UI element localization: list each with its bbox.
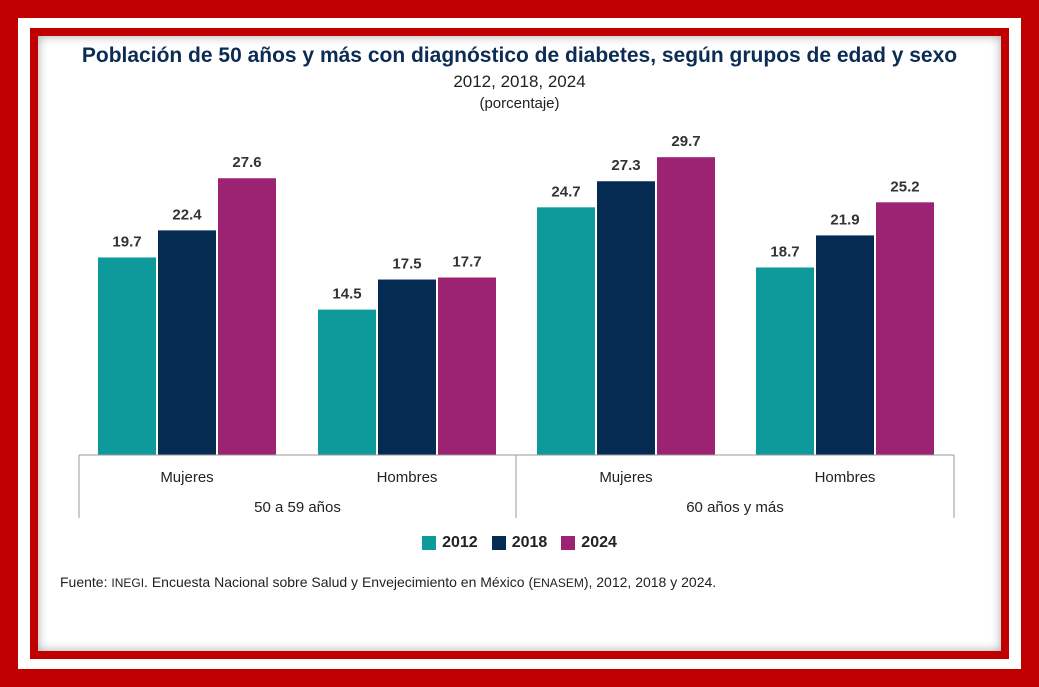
source-survey: ENASEM — [533, 576, 584, 590]
data-label-2018-1: 17.5 — [392, 256, 421, 273]
legend-swatch-2012 — [422, 536, 437, 550]
chart-unit: (porcentaje) — [479, 95, 560, 112]
source-org: INEGI — [111, 576, 145, 590]
data-label-2024-2: 29.7 — [671, 133, 700, 150]
legend: 2012 2018 2024 — [0, 534, 1039, 552]
legend-item-2012: 2012 — [422, 534, 478, 552]
legend-swatch-2018 — [491, 536, 506, 550]
bar-2024-1 — [438, 277, 496, 455]
bar-2018-2 — [597, 181, 655, 455]
legend-label-2018: 2018 — [511, 534, 548, 551]
data-label-2018-2: 27.3 — [611, 157, 640, 174]
bar-2012-1 — [318, 309, 376, 455]
data-label-2012-0: 19.7 — [112, 233, 141, 250]
category-label-0: Mujeres — [160, 469, 213, 486]
source-note: Fuente: INEGI. Encuesta Nacional sobre S… — [60, 574, 716, 590]
data-label-2024-0: 27.6 — [232, 154, 261, 171]
legend-item-2018: 2018 — [491, 534, 548, 552]
bar-2012-2 — [537, 207, 595, 455]
group-label-1: 60 años y más — [686, 499, 784, 516]
bar-2012-3 — [756, 267, 814, 455]
chart-title: Población de 50 años y más con diagnósti… — [81, 44, 958, 67]
source-prefix: Fuente: — [60, 574, 112, 590]
data-label-2018-3: 21.9 — [830, 211, 859, 228]
bar-2024-0 — [218, 178, 276, 455]
group-label-0: 50 a 59 años — [254, 499, 341, 516]
data-label-2018-0: 22.4 — [172, 206, 202, 223]
source-suffix: ), 2012, 2018 y 2024. — [583, 574, 717, 590]
bar-2024-2 — [657, 157, 715, 456]
source-middle: . Encuesta Nacional sobre Salud y Enveje… — [144, 574, 534, 590]
data-label-2012-2: 24.7 — [551, 183, 580, 200]
chart-subtitle: 2012, 2018, 2024 — [453, 72, 586, 91]
legend-swatch-2024 — [561, 536, 576, 550]
category-label-3: Hombres — [815, 469, 876, 486]
bar-2012-0 — [98, 257, 156, 455]
bar-2018-3 — [816, 235, 874, 455]
data-label-2012-3: 18.7 — [770, 243, 799, 260]
bar-2024-3 — [876, 202, 934, 455]
category-label-1: Hombres — [377, 469, 438, 486]
category-label-2: Mujeres — [599, 469, 652, 486]
bar-2018-1 — [378, 279, 436, 455]
legend-label-2024: 2024 — [581, 534, 617, 551]
data-label-2024-1: 17.7 — [452, 254, 481, 271]
legend-item-2024: 2024 — [561, 534, 617, 552]
data-label-2012-1: 14.5 — [332, 286, 361, 303]
legend-label-2012: 2012 — [442, 534, 478, 551]
bar-2018-0 — [158, 230, 216, 455]
data-label-2024-3: 25.2 — [890, 178, 919, 195]
